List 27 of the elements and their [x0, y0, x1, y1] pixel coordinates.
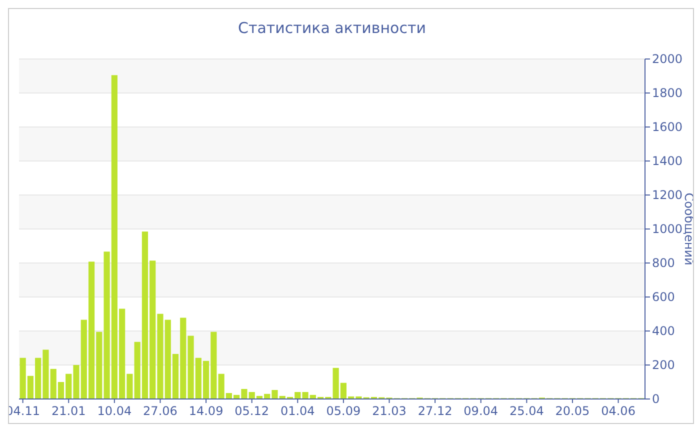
- x-tick-label: 20.05: [555, 404, 590, 418]
- y-tick-label: 1400: [652, 154, 683, 168]
- x-tick-label: 10.04: [97, 404, 132, 418]
- x-tick-label: 01.04: [280, 404, 315, 418]
- y-tick-label: 1200: [652, 188, 683, 202]
- y-tick-label: 0: [652, 392, 660, 406]
- y-tick-label: 800: [652, 256, 675, 270]
- x-tick-label: 14.09: [188, 404, 224, 418]
- y-tick-label: 1000: [652, 222, 683, 236]
- y-tick-label: 600: [652, 290, 675, 304]
- y-tick-label: 200: [652, 358, 675, 372]
- y-tick-label: 400: [652, 324, 675, 338]
- x-tick-label: 09.04: [464, 404, 498, 418]
- x-tick-label: 21.03: [372, 404, 406, 418]
- y-tick-label: 2000: [652, 52, 683, 66]
- x-tick-label: 25.04: [509, 404, 544, 418]
- x-tick-label: 04.11: [6, 404, 40, 418]
- x-tick-label: 05.12: [234, 404, 270, 418]
- y-tick-label: 1800: [652, 86, 683, 100]
- y-axis-title: Сообщений: [682, 192, 696, 266]
- x-tick-label: 27.12: [418, 404, 452, 418]
- chart-title: Статистика активности: [238, 19, 426, 37]
- y-tick-label: 1600: [652, 120, 683, 134]
- x-tick-label: 21.01: [51, 404, 86, 418]
- x-tick-label: 04.06: [601, 404, 636, 418]
- x-tick-label: 05.09: [326, 404, 361, 418]
- x-tick-label: 27.06: [143, 404, 178, 418]
